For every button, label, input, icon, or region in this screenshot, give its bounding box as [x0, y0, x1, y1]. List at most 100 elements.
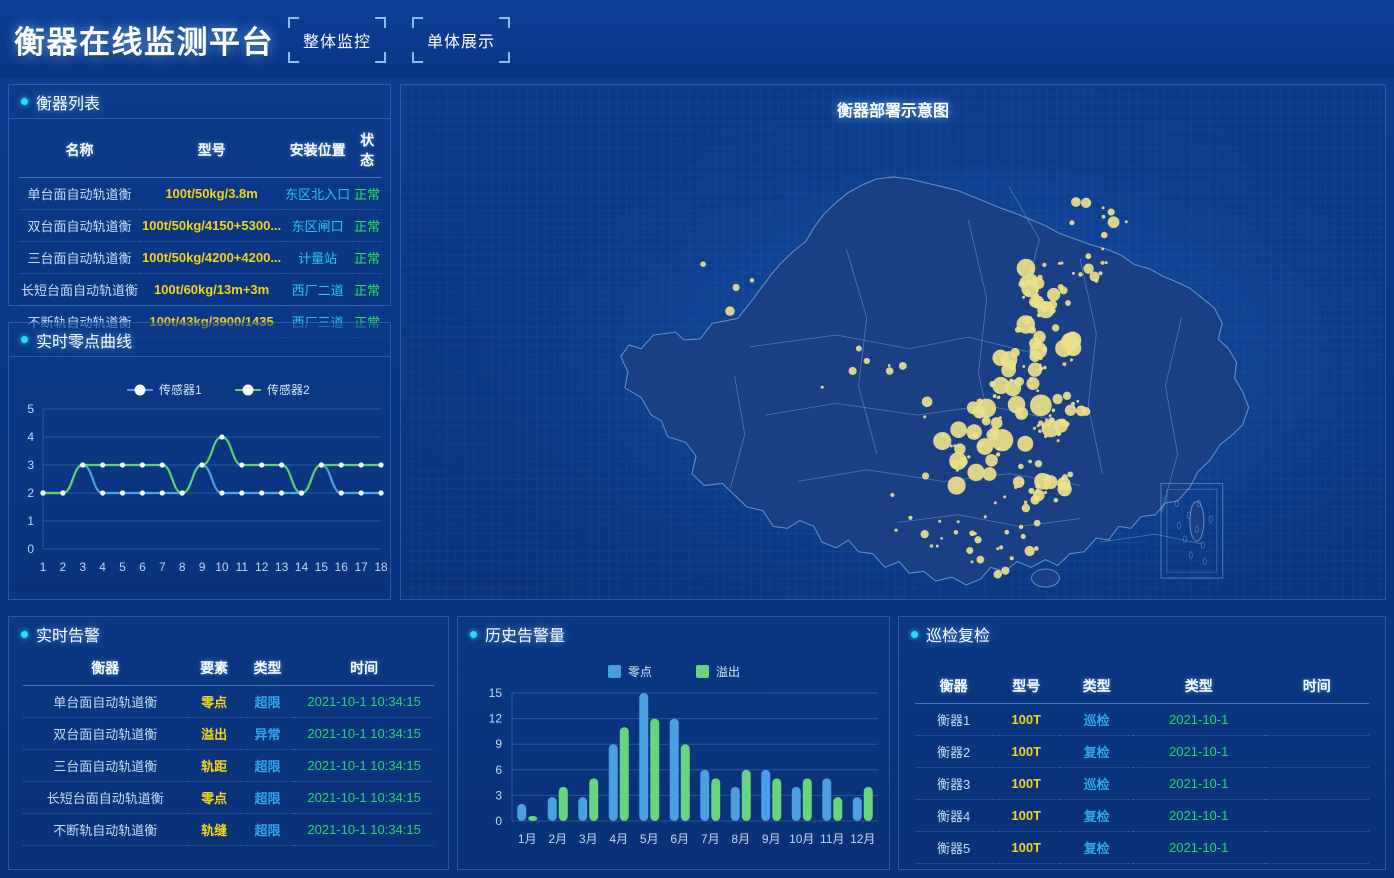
panel-header: 实时零点曲线	[9, 323, 390, 357]
cell-device: 衡器4	[915, 799, 993, 832]
svg-text:8月: 8月	[731, 832, 750, 846]
realtime-alarm-panel: 实时告警 衡器 要素 类型 时间 单台面自动轨道衡 零点 超限 2021-10-1 1…	[8, 616, 449, 870]
inspection-table: 衡器 型号 类型 类型 时间 衡器1 100T 巡检 2021-10-1 衡器2 100T…	[915, 669, 1369, 864]
table-row[interactable]: 三台面自动轨道衡 100t/50kg/4200+4200... 计量站 正常	[19, 241, 383, 274]
cell-device: 衡器5	[915, 831, 993, 864]
bullet-dot-icon	[21, 630, 28, 638]
nav-tab-overall-monitoring[interactable]: 整体监控	[288, 17, 386, 63]
cell-model: 100T	[992, 767, 1061, 800]
table-row[interactable]: 衡器5 100T 复检 2021-10-1	[915, 831, 1369, 864]
cell-type: 超限	[240, 685, 295, 718]
table-row[interactable]: 三台面自动轨道衡 轨距 超限 2021-10-1 10:34:15	[23, 749, 434, 782]
svg-text:1月: 1月	[518, 832, 537, 846]
table-row[interactable]: 双台面自动轨道衡 溢出 异常 2021-10-1 10:34:15	[23, 717, 434, 750]
corner-bracket-icon	[499, 52, 510, 63]
cell-time	[1264, 735, 1369, 768]
svg-text:3月: 3月	[579, 832, 598, 846]
panel-title: 巡检复检	[926, 628, 991, 645]
cell-time: 2021-10-1 10:34:15	[294, 749, 434, 782]
svg-text:6: 6	[495, 763, 502, 777]
svg-text:7月: 7月	[701, 832, 720, 846]
table-row[interactable]: 长短台面自动轨道衡 100t/60kg/13m+3m 西厂二道 正常	[19, 273, 383, 306]
table-row[interactable]: 衡器3 100T 巡检 2021-10-1	[915, 767, 1369, 800]
cell-device: 单台面自动轨道衡	[23, 685, 188, 718]
cell-model: 100T	[992, 735, 1061, 768]
col-time: 时间	[1264, 669, 1369, 704]
cell-device: 三台面自动轨道衡	[23, 749, 188, 782]
table-row[interactable]: 衡器4 100T 复检 2021-10-1	[915, 799, 1369, 832]
svg-text:6: 6	[139, 560, 146, 574]
cell-model: 100t/50kg/4150+5300...	[140, 209, 284, 242]
svg-text:12: 12	[255, 560, 269, 574]
cell-name: 三台面自动轨道衡	[19, 241, 141, 274]
col-device: 衡器	[23, 651, 188, 686]
cell-time	[1264, 799, 1369, 832]
svg-text:2: 2	[60, 560, 67, 574]
table-row[interactable]: 长短台面自动轨道衡 零点 超限 2021-10-1 10:34:15	[23, 781, 434, 814]
svg-text:12月: 12月	[850, 832, 875, 846]
bullet-dot-icon	[21, 336, 28, 343]
svg-text:10: 10	[215, 560, 229, 574]
col-name: 名称	[19, 123, 141, 178]
realtime-alarm-table: 衡器 要素 类型 时间 单台面自动轨道衡 零点 超限 2021-10-1 10:34:…	[23, 651, 434, 846]
col-model: 型号	[140, 123, 284, 178]
cell-element: 轨距	[187, 749, 241, 782]
table-row[interactable]: 单台面自动轨道衡 零点 超限 2021-10-1 10:34:15	[23, 685, 434, 718]
cell-type: 超限	[240, 781, 295, 814]
svg-text:2: 2	[27, 486, 34, 500]
cell-location: 计量站	[283, 241, 353, 274]
svg-text:3: 3	[79, 560, 86, 574]
cell-time: 2021-10-1 10:34:15	[294, 813, 434, 846]
bullet-dot-icon	[470, 630, 477, 638]
history-alarm-bar-chart[interactable]: 零点 溢出 0 3 6 9 12 15 1月 2月 3月 4月 5月 6月 7月 8月 9月 10月 11月 12月	[458, 643, 891, 869]
cell-model: 100t/60kg/13m+3m	[140, 273, 284, 306]
cell-time: 2021-10-1 10:34:15	[294, 717, 434, 750]
table-row[interactable]: 不断轨自动轨道衡 轨缝 超限 2021-10-1 10:34:15	[23, 813, 434, 846]
cell-type: 巡检	[1060, 767, 1133, 800]
cell-type: 复检	[1060, 735, 1133, 768]
corner-bracket-icon	[288, 52, 299, 63]
table-row[interactable]: 衡器1 100T 巡检 2021-10-1	[915, 703, 1369, 736]
cell-model: 100T	[992, 703, 1061, 736]
table-row[interactable]: 单台面自动轨道衡 100t/50kg/3.8m 东区北入口 正常	[19, 177, 383, 210]
table-header-row: 衡器 要素 类型 时间	[23, 651, 434, 686]
china-deployment-map[interactable]	[401, 85, 1385, 599]
corner-bracket-icon	[288, 17, 299, 28]
cell-status: 正常	[352, 209, 383, 242]
cell-time: 2021-10-1 10:34:15	[294, 685, 434, 718]
col-location: 安装位置	[283, 123, 353, 178]
table-header-row: 衡器 型号 类型 类型 时间	[915, 669, 1369, 704]
cell-type: 复检	[1060, 831, 1133, 864]
svg-text:1: 1	[40, 560, 47, 574]
cell-element: 零点	[187, 685, 241, 718]
panel-header: 巡检复检	[899, 617, 1385, 651]
zero-curve-panel: 实时零点曲线 传感器1 传感器2 0 1 2 3 4 5 1 2 3 4 5 6 7 8 9 10 11 12 13 14…	[8, 322, 391, 600]
cell-device: 衡器2	[915, 735, 993, 768]
cell-name: 双台面自动轨道衡	[19, 209, 141, 242]
svg-text:0: 0	[27, 542, 34, 556]
cell-element: 零点	[187, 781, 241, 814]
svg-text:传感器2: 传感器2	[267, 382, 310, 397]
cell-type: 巡检	[1060, 703, 1133, 736]
corner-bracket-icon	[375, 52, 386, 63]
svg-text:3: 3	[27, 458, 34, 472]
svg-text:13: 13	[275, 560, 289, 574]
cell-name: 长短台面自动轨道衡	[19, 273, 141, 306]
nav-tab-single-display[interactable]: 单体展示	[412, 17, 510, 63]
device-list-table: 名称 型号 安装位置 状态 单台面自动轨道衡 100t/50kg/3.8m 东区北入…	[19, 123, 383, 338]
cell-location: 东区闸口	[283, 209, 353, 242]
panel-header: 衡器列表	[9, 85, 390, 119]
svg-text:1: 1	[27, 514, 34, 528]
svg-text:4: 4	[27, 430, 34, 444]
col-status: 状态	[352, 123, 383, 178]
panel-title: 实时告警	[36, 628, 101, 645]
cell-device: 不断轨自动轨道衡	[23, 813, 188, 846]
table-row[interactable]: 衡器2 100T 复检 2021-10-1	[915, 735, 1369, 768]
cell-type: 超限	[240, 813, 295, 846]
svg-text:17: 17	[354, 560, 368, 574]
svg-text:18: 18	[374, 560, 388, 574]
table-row[interactable]: 双台面自动轨道衡 100t/50kg/4150+5300... 东区闸口 正常	[19, 209, 383, 242]
svg-text:9: 9	[495, 737, 502, 751]
cell-type2: 2021-10-1	[1132, 831, 1265, 864]
